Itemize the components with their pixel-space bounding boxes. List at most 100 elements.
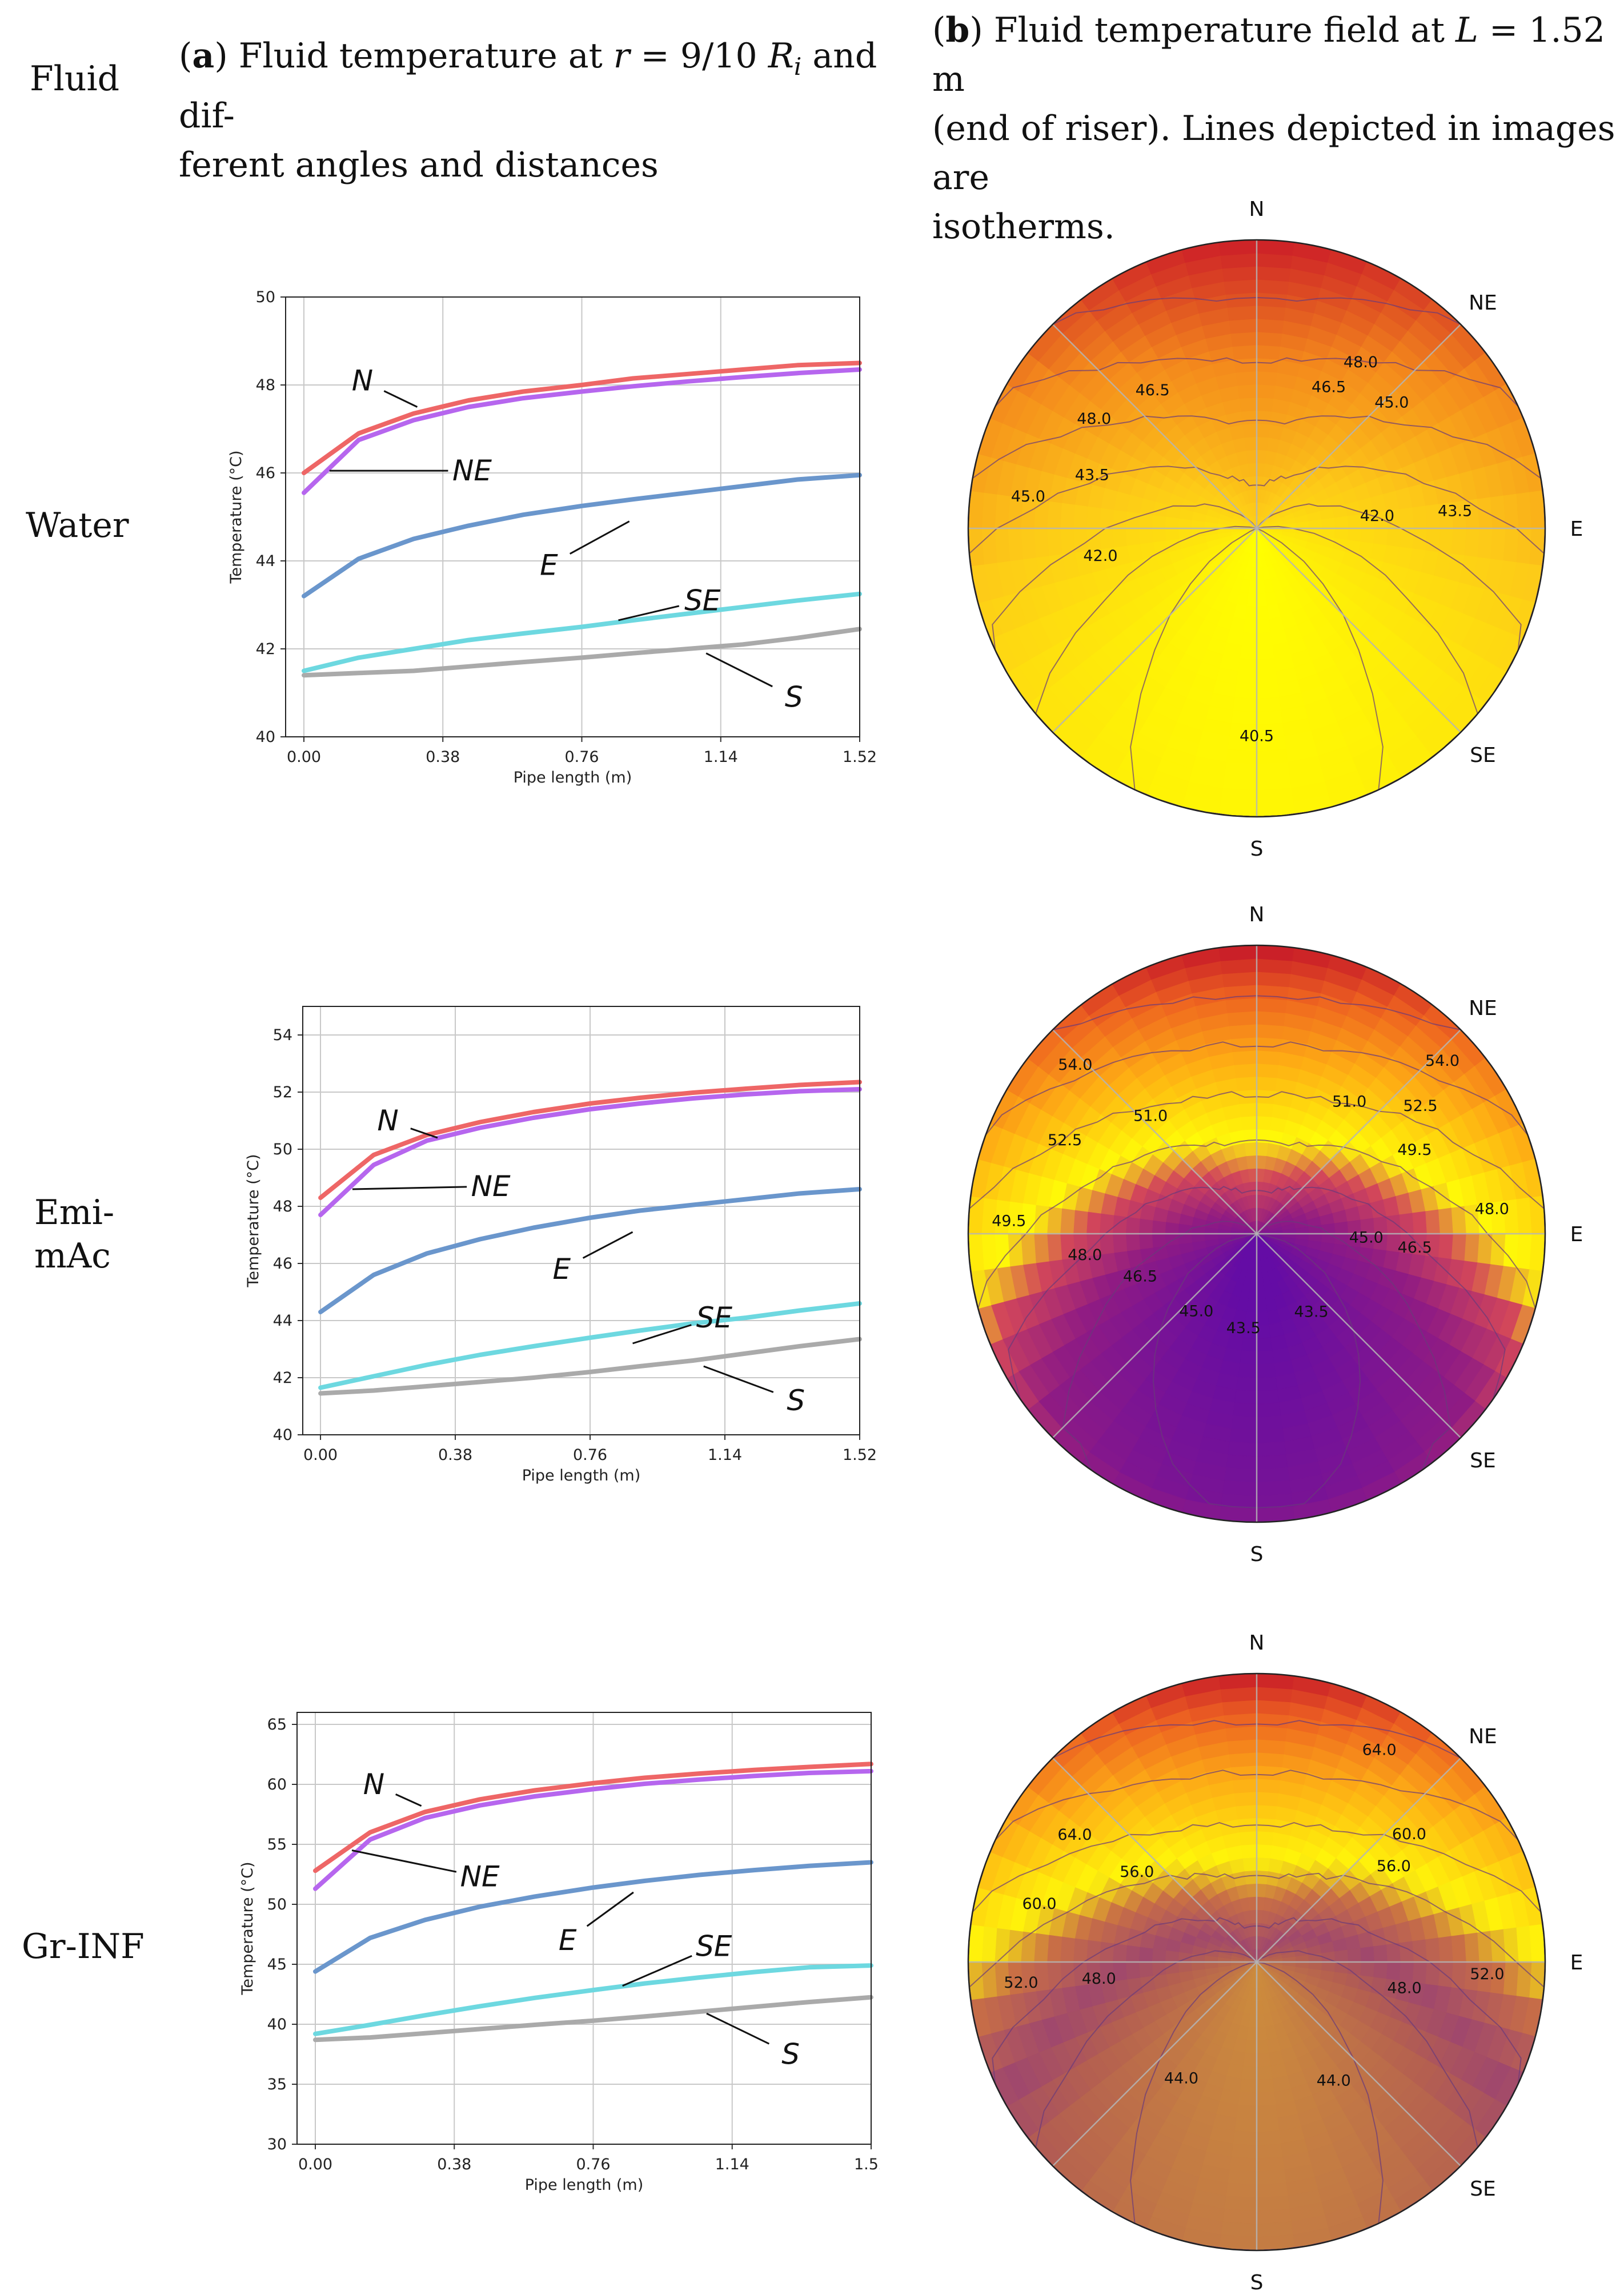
direction-label-e: E	[1570, 1223, 1583, 1246]
y-tick-label: 44	[256, 552, 275, 570]
field-cell	[1256, 619, 1271, 635]
column-b-caption-line3: isotherms.	[932, 207, 1115, 247]
field-cell	[1236, 2104, 1257, 2121]
annotation-leader	[586, 1891, 634, 1927]
x-tick-label: 0.76	[564, 748, 599, 766]
field-cell	[1347, 528, 1363, 543]
series-line-s	[302, 627, 862, 678]
field-cell	[1373, 1944, 1389, 1963]
contour-label: 52.0	[1004, 1974, 1038, 1992]
isotherm-line	[968, 1091, 1545, 1522]
radial-gridline	[1256, 324, 1461, 529]
contour-label: 54.0	[1058, 1056, 1092, 1074]
field-cell	[1234, 684, 1257, 700]
field-cell	[1256, 1803, 1278, 1820]
y-tick-label: 65	[267, 1716, 287, 1734]
field-cell	[1237, 657, 1257, 674]
field-cell	[1256, 1062, 1280, 1078]
column-b-L-variable: L	[1455, 10, 1478, 50]
contour-label: 46.5	[1123, 1267, 1157, 1285]
annotation-s: S	[785, 681, 803, 714]
field-cell	[1239, 2079, 1257, 2095]
annotation-leader	[570, 520, 630, 555]
column-b-caption-line2: (end of riser). Lines depicted in images…	[932, 109, 1615, 198]
field-cell	[1256, 1298, 1268, 1314]
annotation-se: SE	[696, 1301, 733, 1334]
contour-label: 46.5	[1398, 1239, 1432, 1257]
contour-label: 43.5	[1226, 1319, 1261, 1337]
y-tick-label: 42	[256, 640, 275, 658]
column-a-text-2: = 9/10	[629, 36, 768, 76]
column-a-text-1: Fluid temperature at	[238, 36, 613, 76]
column-b-caption: (b) Fluid temperature field at L = 1.52 …	[932, 6, 1618, 251]
x-tick-label: 1.52	[843, 1446, 877, 1464]
field-cell	[1256, 1856, 1271, 1872]
field-cell	[1256, 370, 1278, 386]
field-cell	[1246, 448, 1257, 464]
y-tick-label: 42	[273, 1369, 292, 1387]
series-line-se	[313, 1963, 873, 2036]
annotation-leader	[351, 1849, 457, 1873]
field-cell	[1124, 1944, 1140, 1963]
field-cell	[1529, 1195, 1545, 1234]
y-tick-label: 30	[267, 2136, 287, 2153]
line-chart-grinf: 0.00 0.38 0.76 1.14 1.52 30 35 40 45 50 55 60 65 N NE E…	[239, 1712, 880, 2194]
field-cell	[1256, 671, 1278, 687]
field-cell	[1241, 1337, 1257, 1353]
field-cell	[1256, 1790, 1280, 1807]
field-cell	[1347, 1948, 1363, 1963]
field-cell	[1321, 517, 1337, 529]
field-cell	[1256, 645, 1274, 661]
field-cell	[1412, 1211, 1429, 1234]
field-cell	[1164, 528, 1180, 541]
contour-label: 48.0	[1344, 354, 1378, 371]
isotherm-line	[992, 503, 1522, 817]
radial-gridline	[1052, 1233, 1257, 1438]
contour-label: 49.5	[1397, 1141, 1431, 1159]
annotation-leader	[395, 1794, 422, 1807]
field-cell	[1360, 1946, 1376, 1963]
isotherm-line	[1062, 1221, 1451, 1522]
annotation-se: SE	[684, 584, 721, 617]
field-cell	[1241, 409, 1257, 425]
field-cell	[1124, 1216, 1140, 1234]
column-b-caption-line1: (b) Fluid temperature field at L = 1.52 …	[932, 10, 1605, 99]
field-cell	[1256, 1506, 1295, 1522]
field-cell	[1111, 1233, 1128, 1253]
direction-label-se: SE	[1470, 744, 1496, 767]
field-cell	[1239, 396, 1257, 412]
field-cell	[1256, 1376, 1278, 1393]
direction-label-ne: NE	[1469, 291, 1497, 315]
series-line-n	[302, 360, 862, 475]
field-cell	[1256, 396, 1274, 412]
field-cell	[1256, 2013, 1266, 2029]
field-cell	[1256, 580, 1266, 595]
annotation-leader	[705, 652, 773, 688]
annotation-s: S	[781, 2038, 800, 2071]
annotation-ne: NE	[471, 1170, 511, 1203]
field-cell	[1098, 507, 1114, 529]
contour-label: 44.0	[1317, 2072, 1351, 2090]
direction-label-ne: NE	[1469, 1725, 1497, 1748]
isotherm-line	[968, 1770, 1545, 2250]
contour-field	[968, 1674, 1545, 2250]
field-cell	[1242, 1856, 1257, 1872]
isotherm-line	[968, 1822, 1545, 2250]
contour-label: 46.5	[1312, 379, 1346, 396]
field-cell	[1137, 1961, 1153, 1978]
field-cell	[1256, 1285, 1266, 1301]
radial-gridline	[1256, 1029, 1461, 1234]
field-cell	[1256, 1363, 1276, 1379]
direction-label-e: E	[1570, 1951, 1583, 1975]
contour-label: 48.0	[1077, 410, 1111, 428]
field-cell	[1234, 356, 1257, 373]
isotherm-line	[968, 466, 1545, 817]
isotherm-line	[977, 1139, 1536, 1522]
field-cell	[1242, 422, 1257, 438]
column-a-caption: (a) Fluid temperature at r = 9/10 Ri and…	[179, 31, 899, 190]
series-line-se	[318, 1301, 862, 1390]
annotation-leader	[410, 1128, 438, 1139]
field-cell	[1242, 619, 1257, 635]
field-cell	[1150, 1219, 1166, 1234]
